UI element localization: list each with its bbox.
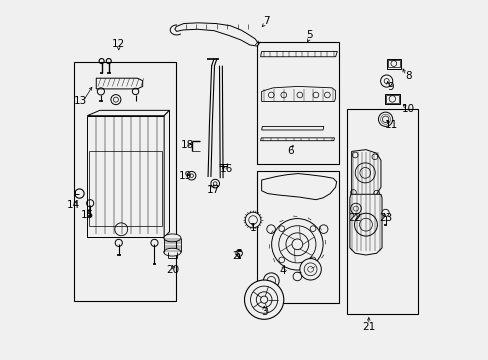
- Bar: [386, 59, 400, 68]
- Circle shape: [244, 280, 283, 319]
- Text: 8: 8: [405, 71, 411, 81]
- Text: 15: 15: [81, 210, 94, 220]
- Circle shape: [350, 203, 361, 214]
- Text: 14: 14: [67, 200, 80, 210]
- Polygon shape: [261, 174, 336, 200]
- Text: 18: 18: [181, 140, 194, 150]
- Polygon shape: [87, 116, 164, 237]
- Text: 21: 21: [362, 322, 375, 332]
- Polygon shape: [87, 111, 169, 116]
- Circle shape: [187, 171, 196, 180]
- Text: 20: 20: [166, 265, 179, 275]
- Text: 22: 22: [348, 213, 361, 223]
- Text: 10: 10: [402, 104, 414, 113]
- Text: 13: 13: [73, 96, 87, 107]
- Circle shape: [263, 273, 279, 289]
- Text: 1: 1: [249, 223, 256, 233]
- Text: 2: 2: [231, 251, 238, 261]
- Polygon shape: [164, 111, 169, 237]
- Polygon shape: [261, 86, 335, 102]
- Circle shape: [378, 112, 392, 126]
- Polygon shape: [260, 51, 337, 57]
- Polygon shape: [260, 138, 334, 141]
- Bar: [384, 94, 399, 104]
- Circle shape: [380, 75, 392, 87]
- Bar: [257, 171, 339, 303]
- Ellipse shape: [163, 234, 181, 242]
- Text: 5: 5: [305, 30, 312, 40]
- Circle shape: [244, 212, 261, 228]
- Text: 23: 23: [378, 213, 391, 223]
- Text: 16: 16: [220, 164, 233, 174]
- Bar: [385, 95, 398, 103]
- Text: 7: 7: [262, 16, 269, 26]
- Polygon shape: [261, 126, 323, 130]
- Circle shape: [381, 209, 388, 216]
- Bar: [74, 62, 175, 301]
- Polygon shape: [349, 194, 381, 255]
- Text: 3: 3: [260, 307, 267, 317]
- Circle shape: [299, 258, 321, 280]
- Text: 11: 11: [384, 120, 398, 130]
- Polygon shape: [175, 23, 258, 46]
- Text: 19: 19: [179, 171, 192, 181]
- Circle shape: [235, 250, 242, 256]
- Polygon shape: [351, 150, 380, 198]
- Text: 9: 9: [386, 82, 393, 92]
- Bar: [387, 60, 399, 67]
- Circle shape: [210, 179, 219, 188]
- Text: 6: 6: [286, 147, 293, 157]
- Polygon shape: [96, 78, 142, 89]
- Bar: [346, 109, 417, 314]
- Bar: [257, 42, 339, 164]
- Text: 4: 4: [279, 266, 286, 276]
- Circle shape: [271, 219, 323, 270]
- Text: 12: 12: [112, 39, 125, 49]
- Text: 17: 17: [207, 185, 220, 195]
- Ellipse shape: [163, 248, 181, 256]
